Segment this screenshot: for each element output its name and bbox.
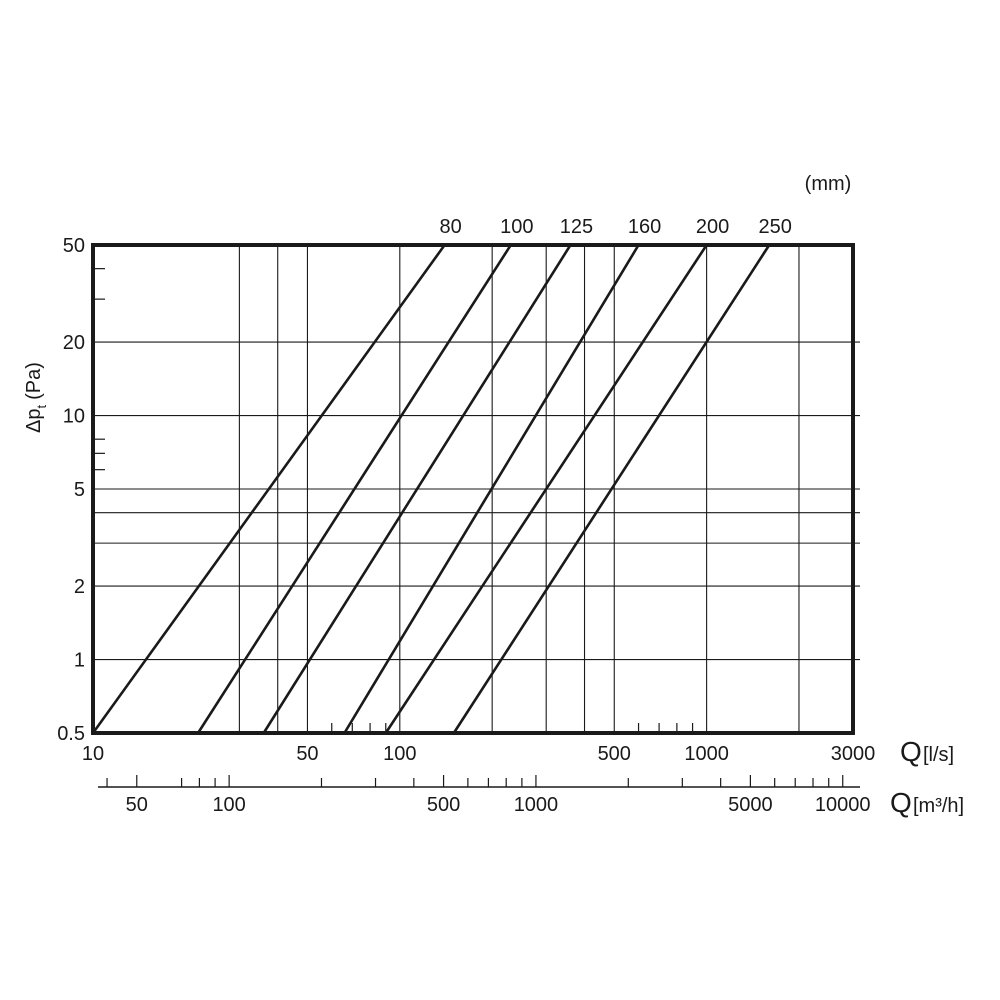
series-label-80: 80 (440, 216, 462, 238)
y-tick-label: 2 (74, 576, 85, 598)
series-label-250: 250 (759, 216, 792, 238)
y-axis-unit: (Pa) (23, 362, 45, 400)
y-axis-symbol: Δp (23, 409, 45, 433)
plot-frame (91, 243, 855, 735)
series-unit-label: (mm) (805, 173, 852, 195)
x-tick-label: 10 (82, 743, 104, 765)
series-label-125: 125 (560, 216, 593, 238)
series-label-100: 100 (500, 216, 533, 238)
series-line-100 (196, 243, 513, 735)
y-axis-subscript: t (34, 405, 49, 409)
series-line-125 (262, 243, 572, 735)
secondary-x-axis: 50 100 500 1000 5000 10000 (106, 775, 871, 816)
y-axis-title: Δpt (Pa) (23, 362, 49, 433)
x2-tick-label: 1000 (514, 794, 559, 816)
series-line-250 (452, 243, 771, 735)
y-tick-label: 50 (63, 235, 85, 257)
grid-layer (93, 245, 860, 733)
y-tick-label: 0.5 (57, 723, 85, 745)
x2-tick-label: 500 (427, 794, 460, 816)
x2-axis-symbol: Q (890, 787, 912, 818)
x-tick-label: 100 (383, 743, 416, 765)
x-tick-label: 3000 (831, 743, 876, 765)
x-tick-label: 1000 (684, 743, 729, 765)
series-label-160: 160 (628, 216, 661, 238)
x2-tick-label: 100 (212, 794, 245, 816)
series-label-200: 200 (696, 216, 729, 238)
x2-tick-label: 10000 (815, 794, 871, 816)
y-tick-label: 20 (63, 332, 85, 354)
x-axis-unit: [l/s] (923, 744, 954, 766)
x-axis-symbol: Q (900, 736, 922, 767)
series-layer (91, 243, 771, 735)
x2-axis-unit: [m³/h] (913, 795, 964, 817)
series-line-200 (384, 243, 708, 735)
y-tick-label: 10 (63, 406, 85, 428)
x2-tick-label: 5000 (728, 794, 773, 816)
y-tick-label: 5 (74, 479, 85, 501)
series-line-160 (343, 243, 640, 735)
x-tick-label: 500 (598, 743, 631, 765)
x2-tick-label: 50 (126, 794, 148, 816)
series-line-80 (91, 243, 446, 735)
y-tick-label: 1 (74, 650, 85, 672)
svg-text:Δpt(Pa): Δpt (Pa) (23, 362, 49, 433)
x-tick-label: 50 (296, 743, 318, 765)
